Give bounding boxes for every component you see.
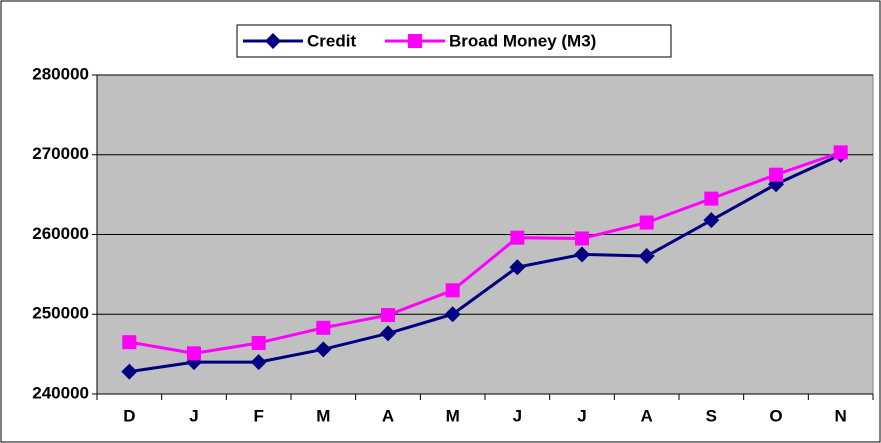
marker	[445, 283, 460, 298]
legend-items: Credit Broad Money (M3)	[243, 31, 596, 50]
x-tick-label: D	[123, 406, 135, 425]
x-tick-label: A	[641, 406, 653, 425]
x-tick-label: O	[769, 406, 782, 425]
x-tick-label: S	[706, 406, 717, 425]
y-tick-label: 280000	[32, 64, 89, 83]
marker	[316, 320, 331, 335]
marker	[769, 167, 783, 182]
marker	[250, 354, 267, 371]
marker	[408, 34, 422, 48]
marker	[703, 212, 720, 229]
series-line	[129, 153, 842, 374]
marker	[509, 259, 526, 276]
marker	[121, 363, 138, 380]
series-line	[129, 150, 842, 355]
y-tick-label: 240000	[32, 383, 89, 402]
marker	[265, 33, 281, 49]
marker	[574, 246, 590, 263]
marker	[381, 308, 395, 323]
marker	[833, 145, 848, 160]
marker	[187, 346, 201, 361]
marker	[639, 215, 654, 230]
marker	[315, 341, 332, 358]
x-tick-label: A	[382, 406, 394, 425]
legend	[236, 24, 672, 58]
x-tick-label: M	[316, 406, 330, 425]
legend-label: Credit	[307, 31, 356, 50]
grid	[92, 74, 874, 400]
x-tick-label: M	[446, 406, 460, 425]
marker	[380, 325, 396, 342]
y-tick-label: 270000	[32, 144, 89, 163]
marker	[510, 230, 525, 245]
marker	[575, 231, 589, 246]
marker	[251, 335, 266, 350]
series	[121, 145, 849, 380]
marker	[444, 306, 461, 323]
x-tick-label: J	[577, 406, 586, 425]
x-tick-label: F	[253, 406, 263, 425]
marker	[122, 335, 137, 350]
y-tick-label: 250000	[32, 304, 89, 323]
y-tick-label: 260000	[32, 224, 89, 243]
x-tick-label: J	[513, 406, 522, 425]
marker	[638, 248, 655, 265]
legend-label: Broad Money (M3)	[449, 31, 596, 50]
x-tick-label: N	[835, 406, 847, 425]
marker	[704, 191, 719, 206]
x-tick-label: J	[189, 406, 198, 425]
